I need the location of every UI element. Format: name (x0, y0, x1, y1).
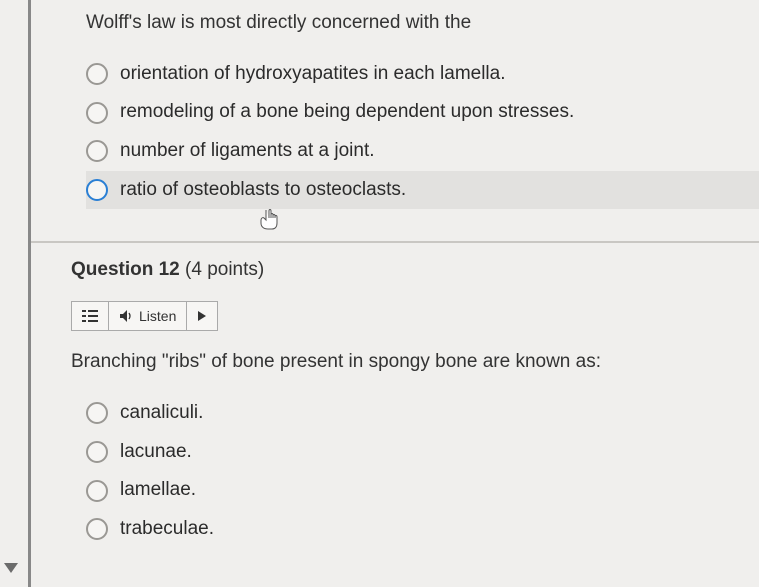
play-icon (197, 310, 207, 322)
q11-option-2[interactable]: number of ligaments at a joint. (86, 132, 759, 171)
radio-icon[interactable] (86, 441, 108, 463)
q12-option-1[interactable]: lacunae. (86, 433, 759, 472)
q12-header: Question 12 (4 points) (31, 259, 759, 291)
radio-icon[interactable] (86, 480, 108, 502)
radio-icon[interactable] (86, 518, 108, 540)
divider (31, 241, 759, 243)
speaker-icon (119, 309, 133, 323)
radio-icon[interactable] (86, 63, 108, 85)
quiz-page: Wolff's law is most directly concerned w… (28, 0, 759, 587)
radio-icon[interactable] (86, 102, 108, 124)
question-title: Question 12 (4 points) (71, 259, 264, 280)
radio-icon[interactable] (86, 179, 108, 201)
q11-option-3[interactable]: ratio of osteoblasts to osteoclasts. (86, 171, 759, 210)
option-label: orientation of hydroxyapatites in each l… (120, 62, 506, 87)
q12-option-0[interactable]: canaliculi. (86, 394, 759, 433)
q11-stem: Wolff's law is most directly concerned w… (31, 10, 759, 55)
option-label: lacunae. (120, 440, 192, 465)
option-label: remodeling of a bone being dependent upo… (120, 100, 574, 125)
listen-button[interactable]: Listen (109, 302, 187, 330)
q12-option-2[interactable]: lamellae. (86, 471, 759, 510)
q12-stem: Branching "ribs" of bone present in spon… (31, 331, 759, 394)
question-number: Question 12 (71, 259, 180, 280)
q12-options: canaliculi. lacunae. lamellae. trabecula… (31, 394, 759, 559)
q11-options: orientation of hydroxyapatites in each l… (31, 55, 759, 220)
menu-button[interactable] (72, 302, 109, 330)
option-label: ratio of osteoblasts to osteoclasts. (120, 178, 406, 203)
radio-icon[interactable] (86, 402, 108, 424)
question-points: (4 points) (185, 259, 264, 280)
option-label: number of ligaments at a joint. (120, 139, 375, 164)
radio-icon[interactable] (86, 140, 108, 162)
option-label: canaliculi. (120, 401, 203, 426)
q12-option-3[interactable]: trabeculae. (86, 510, 759, 549)
option-label: lamellae. (120, 478, 196, 503)
menu-icon (82, 309, 98, 323)
play-button[interactable] (187, 302, 217, 330)
scroll-down-icon[interactable] (4, 563, 18, 573)
listen-label: Listen (139, 308, 176, 324)
listen-toolbar: Listen (71, 301, 218, 331)
q11-option-0[interactable]: orientation of hydroxyapatites in each l… (86, 55, 759, 94)
q11-option-1[interactable]: remodeling of a bone being dependent upo… (86, 93, 759, 132)
option-label: trabeculae. (120, 517, 214, 542)
